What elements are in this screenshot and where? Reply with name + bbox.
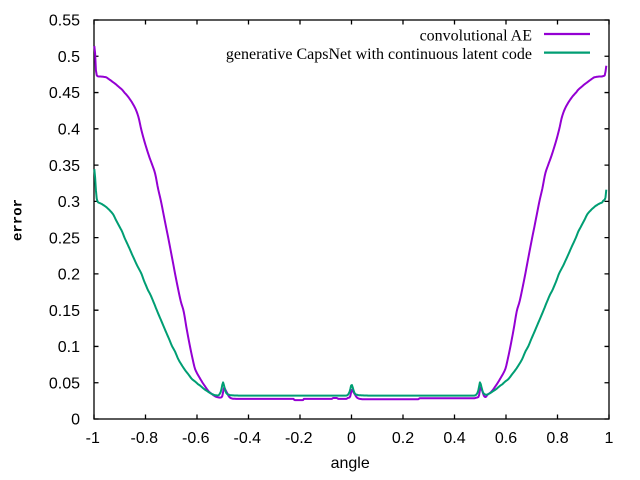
svg-text:0: 0 [71,412,80,429]
svg-text:1: 1 [605,430,614,447]
svg-text:-0.2: -0.2 [285,430,313,447]
svg-text:0.2: 0.2 [58,267,80,284]
svg-text:0.6: 0.6 [495,430,517,447]
svg-text:-0.4: -0.4 [234,430,262,447]
svg-text:convolutional AE: convolutional AE [420,27,532,44]
svg-text:angle: angle [331,455,370,472]
svg-text:0: 0 [347,430,356,447]
svg-text:0.05: 0.05 [49,375,80,392]
svg-text:0.4: 0.4 [443,430,465,447]
svg-text:0.8: 0.8 [546,430,568,447]
svg-text:generative CapsNet with contin: generative CapsNet with continuous laten… [226,46,532,63]
svg-text:0.55: 0.55 [49,13,80,30]
svg-text:0.35: 0.35 [49,158,80,175]
svg-text:0.1: 0.1 [58,339,80,356]
svg-text:0.2: 0.2 [392,430,414,447]
svg-text:0.45: 0.45 [49,85,80,102]
svg-text:-1: -1 [86,430,100,447]
svg-text:0.5: 0.5 [58,49,80,66]
svg-text:0.4: 0.4 [58,122,80,139]
svg-text:-0.6: -0.6 [182,430,210,447]
svg-text:-0.8: -0.8 [131,430,159,447]
svg-text:0.15: 0.15 [49,303,80,320]
svg-text:0.25: 0.25 [49,230,80,247]
svg-text:0.3: 0.3 [58,194,80,211]
svg-text:error: error [11,199,27,241]
